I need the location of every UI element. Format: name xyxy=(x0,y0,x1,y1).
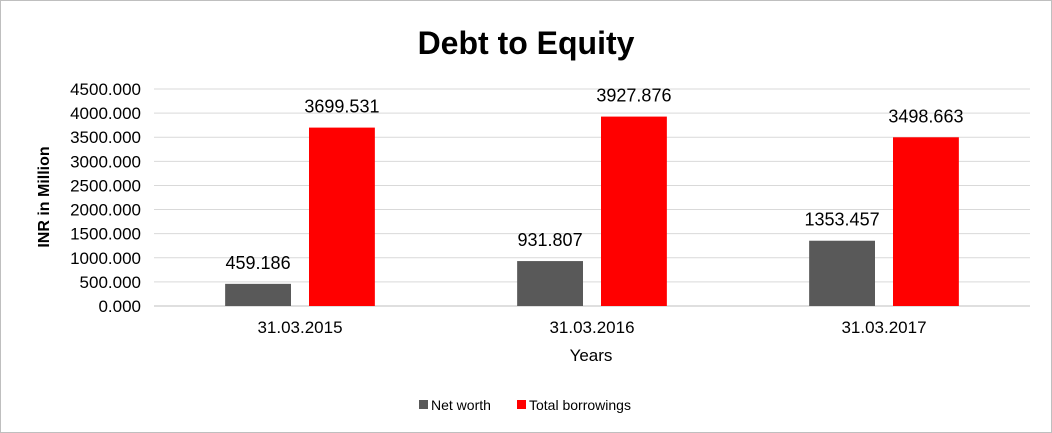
y-axis-ticks: 0.000 500.000 1000.000 1500.000 2000.000 2500… xyxy=(70,80,141,316)
bar-net-worth xyxy=(225,283,291,306)
bar-total-borrowings xyxy=(309,127,375,306)
y-tick-label: 1500.000 xyxy=(70,225,141,244)
bar-total-borrowings xyxy=(601,116,667,307)
data-label: 3927.876 xyxy=(596,86,671,106)
x-tick-label: 31.03.2015 xyxy=(257,318,342,337)
legend-swatch xyxy=(419,400,428,409)
data-label: 3699.531 xyxy=(304,97,379,117)
legend-label: Net worth xyxy=(431,397,491,413)
y-tick-label: 1000.000 xyxy=(70,249,141,268)
chart-title: Debt to Equity xyxy=(418,25,635,61)
bar-net-worth xyxy=(517,261,583,306)
x-axis-ticks: 31.03.2015 31.03.2016 31.03.2017 xyxy=(257,318,926,337)
legend-label: Total borrowings xyxy=(529,397,631,413)
bar-total-borrowings xyxy=(893,137,959,306)
x-tick-label: 31.03.2016 xyxy=(549,318,634,337)
data-label: 3498.663 xyxy=(888,106,963,126)
y-axis-title: INR in Million xyxy=(36,146,53,247)
y-tick-label: 500.000 xyxy=(80,273,141,292)
bar-net-worth xyxy=(809,240,875,306)
x-tick-label: 31.03.2017 xyxy=(841,318,926,337)
y-tick-label: 3000.000 xyxy=(70,152,141,171)
y-tick-label: 2000.000 xyxy=(70,201,141,220)
y-tick-label: 4000.000 xyxy=(70,104,141,123)
data-labels: 459.186 3699.531 931.807 3927.876 1353.457 34… xyxy=(226,86,964,273)
gridlines xyxy=(154,88,1030,307)
data-label: 1353.457 xyxy=(805,210,880,230)
y-tick-label: 0.000 xyxy=(98,297,141,316)
legend-swatch xyxy=(517,400,526,409)
y-tick-label: 3500.000 xyxy=(70,128,141,147)
y-tick-label: 4500.000 xyxy=(70,80,141,99)
x-axis-title: Years xyxy=(570,346,613,365)
y-tick-label: 2500.000 xyxy=(70,176,141,195)
legend: Net worth Total borrowings xyxy=(419,397,631,413)
data-label: 931.807 xyxy=(518,230,583,250)
bars xyxy=(225,116,959,307)
data-label: 459.186 xyxy=(226,253,291,273)
